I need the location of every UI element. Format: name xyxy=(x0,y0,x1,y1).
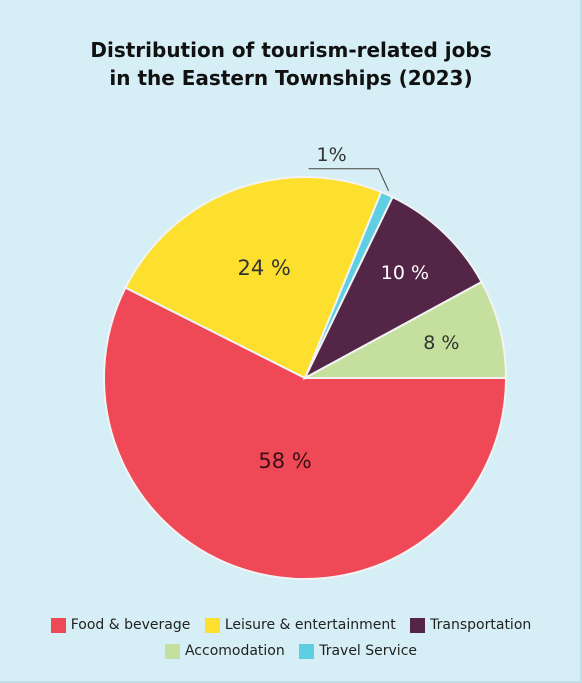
pie-leader-line xyxy=(308,168,390,192)
legend-label: Accomodation xyxy=(184,643,285,659)
pie-slice-label: 1% xyxy=(316,144,346,166)
pie-slice-label: 10 % xyxy=(381,262,429,284)
chart-title-line-2: in the Eastern Townships (2023) xyxy=(109,66,473,90)
pie-slice-food-beverage xyxy=(103,286,508,581)
legend-swatch xyxy=(204,617,220,633)
pie-slice-label: 58 % xyxy=(258,449,311,473)
chart-title: Distribution of tourism-related jobs in … xyxy=(0,36,582,92)
legend-swatch xyxy=(164,643,180,659)
legend-label: Food & beverage xyxy=(70,617,191,633)
legend-label: Transportation xyxy=(430,617,532,633)
legend-label: Leisure & entertainment xyxy=(224,617,396,633)
legend-item-travel-service: Travel Service xyxy=(299,643,417,659)
legend-item-leisure-entertainment: Leisure & entertainment xyxy=(204,617,396,633)
legend-item-transportation: Transportation xyxy=(410,617,531,633)
chart-title-line-1: Distribution of tourism-related jobs xyxy=(90,38,492,62)
legend-swatch xyxy=(50,617,66,633)
pie-slice-label: 8 % xyxy=(423,332,459,354)
legend-swatch xyxy=(299,643,315,659)
legend-label: Travel Service xyxy=(319,643,418,659)
pie-slice-accomodation xyxy=(304,280,508,379)
pie-slice-leisure-entertainment xyxy=(124,176,383,380)
legend-item-food-beverage: Food & beverage xyxy=(50,617,191,633)
pie-slice-transportation xyxy=(302,195,483,381)
legend-swatch xyxy=(410,617,426,633)
pie-chart: 58 % 24 % 1% 10 % 8 % xyxy=(103,144,508,581)
legend-row-2: Accomodation Travel Service xyxy=(0,643,582,663)
legend-row-1: Food & beverage Leisure & entertainment … xyxy=(0,617,582,637)
legend-item-accomodation: Accomodation xyxy=(164,643,285,659)
pie-slice-label: 24 % xyxy=(238,256,291,280)
